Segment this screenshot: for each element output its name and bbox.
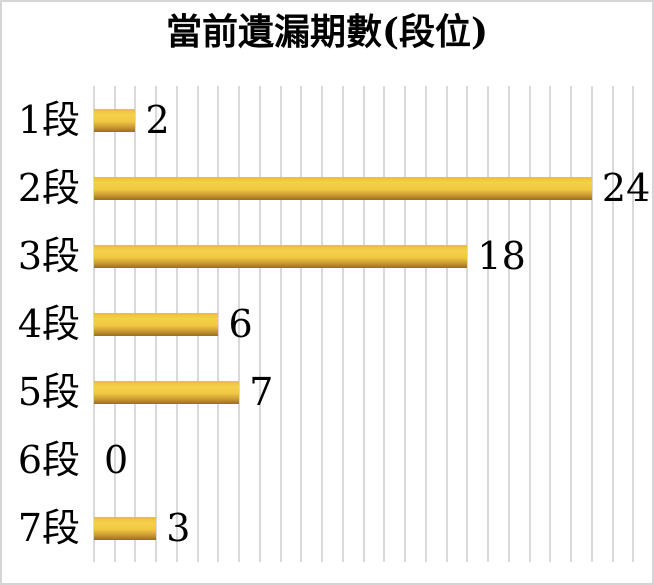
- gridline: [279, 86, 282, 562]
- gridline: [632, 86, 635, 562]
- gridline: [570, 86, 573, 562]
- gridline: [466, 86, 469, 562]
- gridline: [424, 86, 427, 562]
- category-label: 4段: [17, 302, 80, 346]
- value-label: 18: [477, 234, 526, 278]
- gridline: [341, 86, 344, 562]
- bar: [94, 176, 592, 200]
- gridline: [238, 86, 241, 562]
- value-label: 2: [145, 98, 170, 142]
- bar: [94, 244, 468, 268]
- gridline: [590, 86, 593, 562]
- value-label: 3: [166, 506, 191, 550]
- bar: [94, 108, 136, 132]
- chart-title: 當前遺漏期數(段位): [165, 11, 489, 53]
- gridline: [611, 86, 614, 562]
- gridline: [217, 86, 220, 562]
- category-label: 6段: [17, 438, 80, 482]
- category-label: 7段: [17, 506, 80, 550]
- bar: [94, 312, 219, 336]
- plot-area: 2 24 18 6 7 0 3: [93, 86, 651, 562]
- category-label: 3段: [17, 234, 80, 278]
- gridline: [549, 86, 552, 562]
- value-label: 7: [249, 370, 274, 414]
- bar: [94, 380, 240, 404]
- gridline: [300, 86, 303, 562]
- category-axis: 1段 2段 3段 4段 5段 6段 7段: [2, 86, 82, 562]
- value-label: 24: [601, 166, 651, 210]
- category-label: 5段: [17, 370, 80, 414]
- gridline: [362, 86, 365, 562]
- gridline: [487, 86, 490, 562]
- category-label: 1段: [17, 98, 80, 142]
- gridline: [258, 86, 261, 562]
- value-label: 6: [228, 302, 253, 346]
- gridline: [321, 86, 324, 562]
- gridline: [507, 86, 510, 562]
- value-label: 0: [104, 438, 129, 482]
- gridline: [528, 86, 531, 562]
- bar: [94, 516, 157, 540]
- gridline: [445, 86, 448, 562]
- gridline: [404, 86, 407, 562]
- gridline: [383, 86, 386, 562]
- category-label: 2段: [17, 166, 80, 210]
